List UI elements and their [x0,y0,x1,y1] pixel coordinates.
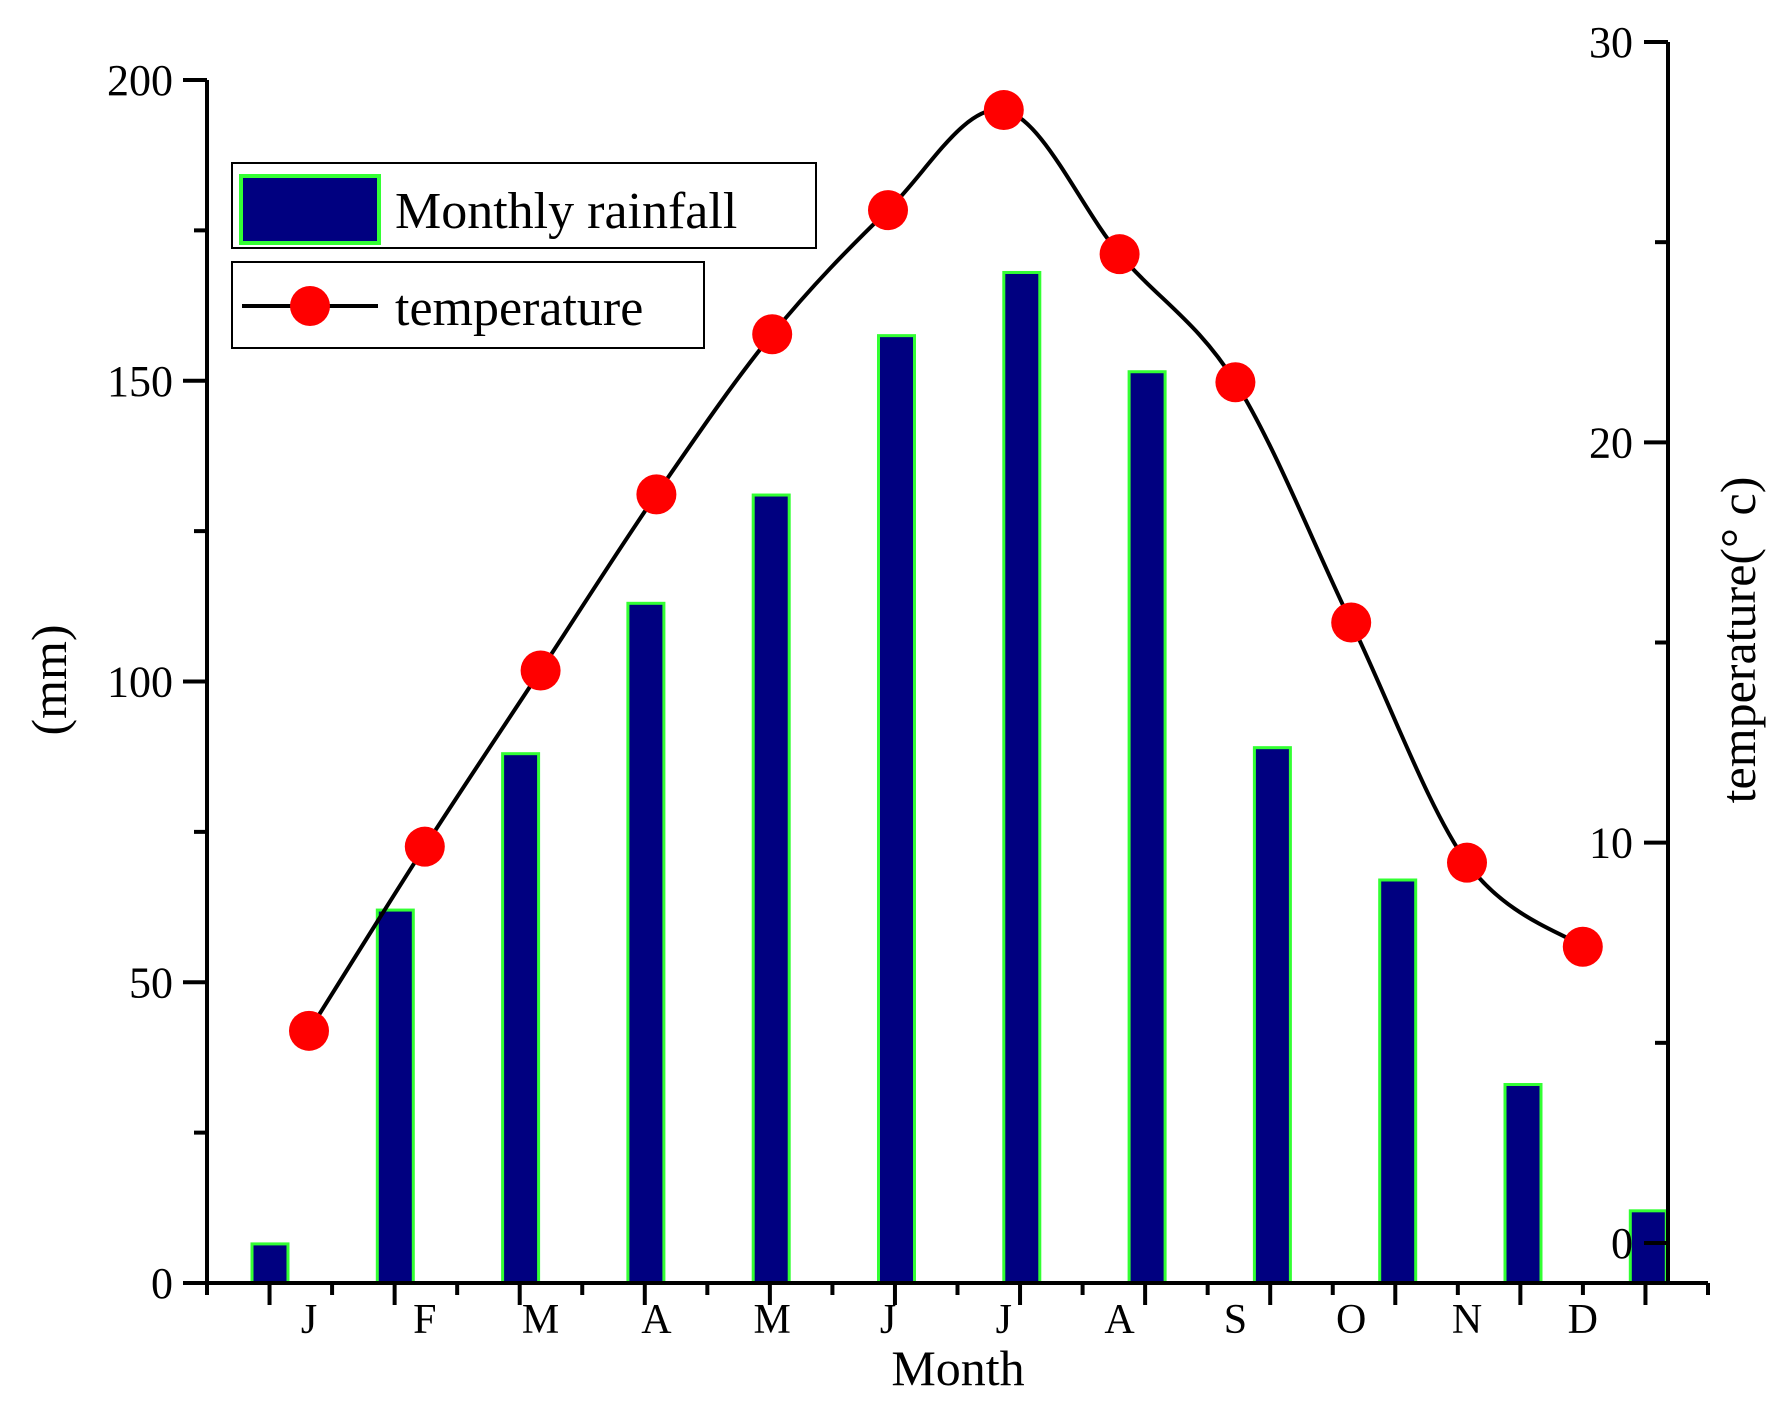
rainfall-bars [250,270,1668,1285]
left-axis-title: (mm) [21,624,77,735]
temperature-marker-3 [520,650,561,691]
temperature-marker-9 [1215,362,1256,403]
x-tick-label-10: O [1336,1297,1366,1343]
left-tick-label: 200 [107,56,173,105]
rainfall-bar-8 [1127,370,1167,1285]
temperature-line [307,107,1584,1032]
temperature-marker-4 [636,474,677,515]
rainfall-bar-10 [1378,878,1418,1285]
x-tick-label-6: J [880,1297,896,1343]
left-tick-label: 150 [107,357,173,406]
temperature-marker-1 [289,1010,329,1051]
temperature-marker-10 [1331,602,1372,643]
right-axis-title: temperature(° c) [1710,477,1766,804]
x-tick-label-5: M [754,1297,791,1343]
right-tick-label: 0 [1611,1219,1633,1268]
rainfall-bar-6 [877,334,916,1285]
legend-label-temperature: temperature [395,280,643,337]
left-tick-label: 100 [107,658,173,707]
right-tick-label: 10 [1589,819,1633,868]
x-tick-label-2: F [413,1297,436,1343]
temperature-marker-5 [752,314,793,355]
x-tick-label-4: A [641,1297,672,1343]
x-tick-label-12: D [1568,1297,1598,1343]
left-tick-label: 0 [151,1259,173,1308]
temperature-marker-11 [1447,842,1487,883]
x-tick-label-3: M [522,1297,559,1343]
axes: 0 50 100 150 200 0 10 20 30 J F M A M J J A S O N D [107,18,1710,1343]
legend-swatch-rainfall [239,174,381,245]
rainfall-bar-7 [1002,270,1042,1285]
x-tick-label-7: J [996,1297,1012,1343]
temperature-marker-8 [1099,234,1140,275]
rainfall-bar-2 [375,908,415,1285]
x-tick-label-1: J [301,1297,317,1343]
rainfall-bar-3 [501,752,541,1285]
x-tick-label-8: A [1104,1297,1135,1343]
rainfall-bar-9 [1252,746,1292,1285]
temperature-marker-2 [404,826,445,867]
legend-marker-temperature [290,286,330,326]
temperature-marker-6 [868,190,908,231]
x-tick-label-11: N [1452,1297,1482,1343]
temperature-marker-7 [983,90,1024,131]
rainfall-bar-5 [751,493,791,1285]
temperature-marker-12 [1562,926,1603,967]
rainfall-bar-11 [1503,1083,1543,1285]
rainfall-bar-4 [626,601,666,1285]
left-tick-label: 50 [129,958,173,1007]
rainfall-bar-1 [250,1242,290,1285]
rainfall-bar-12 [1628,1209,1668,1285]
legend: Monthly rainfall temperature [231,162,817,349]
temperature-series [289,90,1603,1051]
x-tick-label-9: S [1224,1297,1247,1343]
right-tick-label: 20 [1589,418,1633,467]
right-tick-label: 30 [1589,18,1633,67]
x-axis-title: Month [891,1340,1024,1396]
legend-label-rainfall: Monthly rainfall [395,183,737,240]
